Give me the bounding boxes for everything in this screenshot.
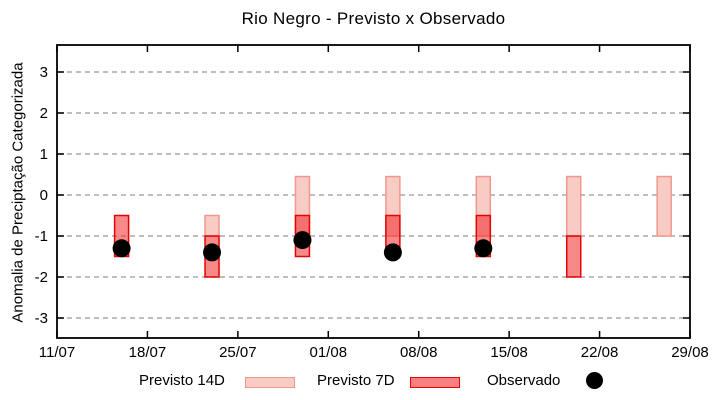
observado-point	[293, 231, 312, 250]
bar-previsto-14d	[565, 175, 582, 237]
observado-point	[474, 239, 493, 258]
x-tick-label: 22/08	[581, 344, 619, 361]
observado-point	[112, 239, 131, 258]
observado-point	[383, 243, 402, 262]
legend-label-previsto-7d: Previsto 7D	[317, 372, 395, 389]
legend-label-observado: Observado	[487, 372, 561, 389]
y-tick-label: 0	[40, 187, 48, 204]
x-tick-label: 08/08	[400, 344, 438, 361]
x-tick-label: 15/08	[490, 344, 528, 361]
y-tick-label: 3	[40, 64, 48, 81]
x-tick-label: 01/08	[310, 344, 348, 361]
chart-legend: Previsto 14D Previsto 7D Observado	[0, 370, 720, 396]
bar-previsto-14d	[656, 175, 672, 237]
y-tick-label: 1	[40, 146, 48, 163]
legend-swatch-previsto-7d	[410, 377, 460, 388]
legend-swatch-previsto-14d	[245, 377, 295, 388]
legend-marker-observado-dot	[586, 372, 603, 389]
bar-previsto-7d	[565, 235, 582, 278]
y-tick-label: 2	[40, 105, 48, 122]
x-tick-label: 18/07	[129, 344, 167, 361]
bar-previsto-14d	[204, 214, 220, 237]
y-tick-label: -3	[35, 310, 48, 327]
legend-label-previsto-14d: Previsto 14D	[139, 372, 225, 389]
x-tick-label: 29/08	[671, 344, 709, 361]
observado-point	[203, 243, 222, 262]
y-tick-label: -2	[35, 269, 48, 286]
x-tick-label: 11/07	[39, 344, 75, 361]
chart-title: Rio Negro - Previsto x Observado	[241, 9, 506, 28]
y-tick-label: -1	[35, 228, 48, 245]
x-tick-label: 25/07	[219, 344, 257, 361]
plot-frame	[56, 44, 691, 339]
